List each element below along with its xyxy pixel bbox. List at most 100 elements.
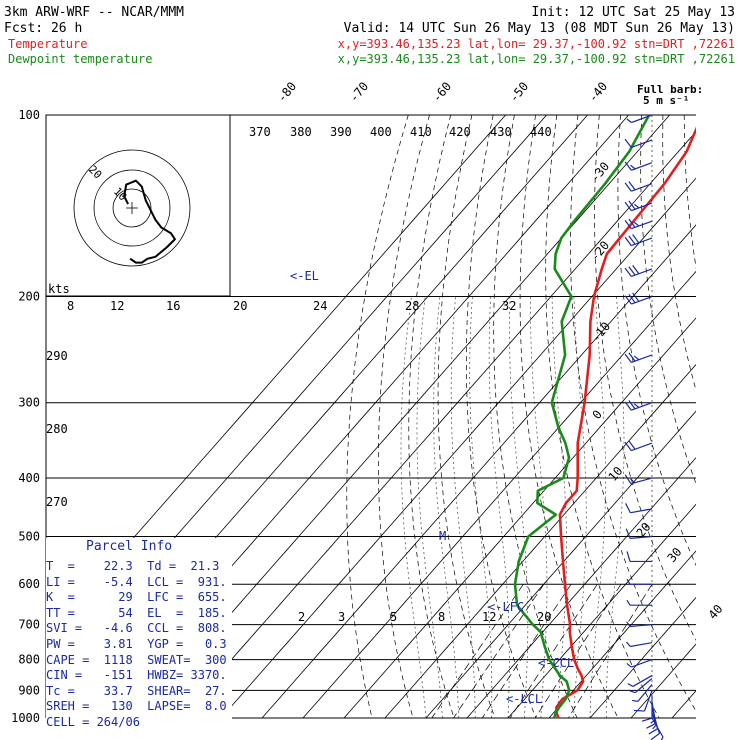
mixing-ratio-label: 12 — [482, 610, 496, 624]
theta-label: 270 — [46, 495, 68, 509]
wind-barb-flag — [650, 719, 656, 724]
wind-barb-flag — [624, 201, 632, 211]
isotherm-line — [302, 270, 696, 719]
wind-barb-flag — [624, 401, 632, 411]
theta-label: 410 — [410, 125, 432, 139]
wind-barb-flag — [633, 221, 640, 227]
theta-label: 380 — [290, 125, 312, 139]
mixing-ratio-label: 20 — [537, 610, 551, 624]
mixing-ratio-label: 32 — [502, 299, 516, 313]
isotherm-label: 0 — [590, 407, 605, 422]
wind-barb-flag — [626, 641, 631, 647]
wind-barb — [624, 234, 653, 247]
wind-barb — [626, 641, 653, 648]
theta-label: 440 — [530, 125, 552, 139]
wind-barb-staff — [631, 295, 653, 305]
wind-barb-flag — [624, 267, 632, 277]
wind-barb-flag — [628, 352, 636, 362]
parcel-info-row: PW = 3.81 YGP = 0.3 — [46, 637, 227, 651]
temperature-location: x,y=393.46,135.23 lat,lon= 29.37,-100.92… — [338, 37, 735, 51]
pressure-tick-label: 900 — [18, 683, 40, 697]
dry-adiabat-line — [683, 115, 696, 270]
mixing-ratio-label: 12 — [110, 299, 124, 313]
dry-adiabat-line — [466, 115, 537, 719]
theta-label: 390 — [330, 125, 352, 139]
mixing-ratio-label: 24 — [313, 299, 327, 313]
isotherm-line — [384, 364, 696, 719]
wind-barb-flag — [650, 732, 660, 740]
wind-barb-flag — [629, 690, 636, 694]
mixing-ratio-label: 28 — [405, 299, 419, 313]
isotherm-label: -80 — [275, 79, 300, 105]
wind-barb — [626, 599, 652, 606]
wind-barb-flag — [626, 621, 631, 627]
dry-adiabat-line — [545, 115, 660, 719]
isotherm-line — [548, 550, 696, 719]
wind-barb-flag — [627, 683, 634, 687]
wind-barb-flag — [626, 551, 631, 562]
wind-barb-staff — [630, 642, 653, 648]
wind-barb-flag — [625, 528, 631, 539]
wind-barb — [624, 218, 653, 230]
moist-adiabat-line — [509, 296, 529, 719]
parcel-info-row: TT = 54 EL = 185. — [46, 605, 227, 620]
wind-barb-staff — [631, 442, 653, 452]
moist-adiabat-line — [488, 296, 510, 719]
el-marker: <-EL — [290, 269, 319, 283]
wind-barb-flag — [624, 236, 632, 246]
wind-barb-staff — [634, 678, 653, 694]
isotherm-label: -70 — [347, 79, 372, 105]
barb-legend-title: Full barb: — [637, 83, 703, 96]
wind-barb-flag — [633, 355, 640, 361]
wind-barb-staff — [631, 139, 653, 149]
dry-adiabat-line — [662, 115, 696, 392]
wind-barb-flag — [626, 662, 632, 668]
wind-barb-flag — [626, 578, 631, 585]
isotherm-line — [343, 317, 696, 719]
wind-barb-flag — [633, 403, 640, 408]
wind-barb — [632, 684, 653, 702]
wind-barb-flag — [624, 219, 632, 230]
isotherm-label: 40 — [706, 602, 726, 622]
dry-adiabat-line — [705, 115, 740, 718]
pressure-tick-label: 400 — [18, 471, 40, 485]
wind-barb-staff — [630, 535, 653, 539]
moist-adiabat-line — [573, 296, 587, 719]
dry-adiabat-line — [519, 115, 619, 719]
mixing-ratio-label: 3 — [338, 610, 345, 624]
pressure-tick-label: 700 — [18, 618, 40, 632]
wind-barb — [634, 690, 653, 712]
hodograph-ring-outer — [73, 149, 191, 267]
mixing-ratio-label: 20 — [233, 299, 247, 313]
ccl-marker: <-CCL — [538, 656, 574, 670]
isotherm-label: 10 — [606, 464, 626, 484]
wind-barb — [624, 264, 653, 278]
isotherm-label: -40 — [586, 79, 611, 105]
parcel-info-row: K = 29 LFC = 655. — [46, 590, 227, 605]
wind-barb-flag — [632, 699, 638, 702]
mixing-ratio-label: 8 — [438, 610, 445, 624]
wind-barb-flag — [624, 138, 632, 148]
wind-barb-staff — [631, 114, 653, 124]
wind-barb — [641, 696, 653, 722]
isotherm-line — [630, 643, 696, 719]
isotherm-line — [671, 690, 696, 719]
parcel-info-title: Parcel Info — [86, 539, 173, 554]
wind-barb-flag — [624, 353, 632, 363]
parcel-info-row: SVI = -4.6 CCL = 808. — [46, 621, 227, 636]
wind-barb — [627, 674, 653, 687]
wind-barb — [624, 200, 653, 212]
wind-barb — [629, 678, 653, 694]
dewpoint-legend: Dewpoint temperature — [8, 52, 153, 66]
wind-barb-flag — [634, 709, 645, 712]
wind-barb-flag — [624, 161, 632, 171]
parcel-info-row: CIN = -151 HWBZ= 3370. — [46, 668, 227, 683]
hodograph-units: kts — [48, 282, 70, 296]
wind-barb-flag — [628, 400, 636, 410]
isotherm-line — [179, 130, 696, 719]
wind-barb — [624, 474, 653, 485]
wind-barb-staff — [643, 690, 653, 712]
dry-adiabat-line — [437, 115, 496, 719]
parcel-info-row: Tc = 33.7 SHEAR= 27. — [46, 683, 227, 698]
hodograph-trace — [123, 179, 177, 264]
